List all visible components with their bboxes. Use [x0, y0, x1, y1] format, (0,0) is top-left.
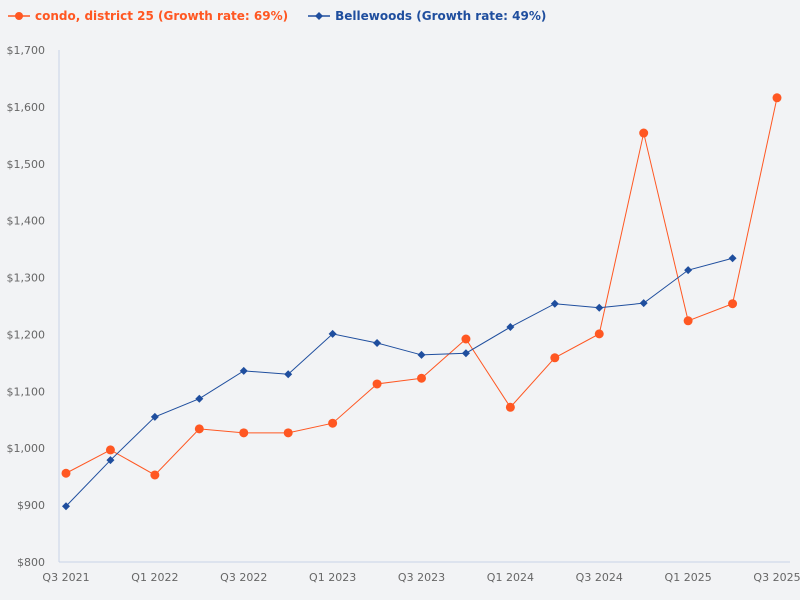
data-point: [417, 350, 426, 359]
data-point: [505, 402, 515, 412]
y-tick-label: $1,300: [7, 272, 46, 285]
legend-item-bellewoods[interactable]: Bellewoods (Growth rate: 49%): [308, 9, 546, 23]
data-point: [639, 128, 649, 138]
data-point: [283, 428, 293, 438]
data-point: [106, 456, 115, 465]
x-tick-label: Q3 2024: [576, 571, 623, 584]
x-tick-label: Q3 2023: [398, 571, 445, 584]
y-tick-label: $1,100: [7, 385, 46, 398]
y-tick-label: $800: [17, 556, 45, 569]
data-point: [194, 424, 204, 434]
data-point: [150, 470, 160, 480]
y-tick-label: $1,700: [7, 44, 46, 57]
x-tick-label: Q1 2024: [487, 571, 534, 584]
data-point: [728, 254, 737, 263]
y-tick-label: $1,600: [7, 101, 46, 114]
legend: condo, district 25 (Growth rate: 69%) Be…: [8, 9, 546, 23]
x-tick-label: Q1 2022: [131, 571, 178, 584]
y-tick-label: $1,400: [7, 215, 46, 228]
data-point: [105, 445, 115, 455]
data-point: [284, 370, 293, 379]
data-point: [461, 334, 471, 344]
data-point: [195, 394, 204, 403]
data-point: [150, 412, 159, 421]
data-point: [550, 299, 559, 308]
data-point: [594, 329, 604, 339]
data-point: [328, 329, 337, 338]
data-point: [62, 502, 70, 511]
x-tick-label: Q1 2023: [309, 571, 356, 584]
data-point: [772, 93, 782, 103]
circle-marker-icon: [8, 12, 30, 20]
series-line-0: [65, 97, 778, 476]
legend-item-condo[interactable]: condo, district 25 (Growth rate: 69%): [8, 9, 288, 23]
data-point: [595, 303, 604, 312]
data-point: [728, 299, 738, 309]
data-point: [239, 366, 248, 375]
data-point: [328, 418, 338, 428]
legend-label: condo, district 25 (Growth rate: 69%): [35, 9, 289, 23]
data-point: [684, 266, 693, 275]
data-point: [683, 316, 693, 326]
diamond-marker-icon: [308, 12, 331, 20]
y-tick-label: $1,500: [7, 158, 46, 171]
y-tick-label: $1,000: [7, 442, 46, 455]
legend-label: Bellewoods (Growth rate: 49%): [335, 9, 547, 23]
y-tick-label: $1,200: [7, 328, 46, 341]
x-tick-label: Q3 2022: [220, 571, 267, 584]
x-tick-label: Q3 2025: [753, 571, 800, 584]
data-point: [239, 428, 249, 438]
data-point: [639, 299, 648, 308]
series-line-1: [65, 257, 733, 507]
x-tick-label: Q3 2021: [42, 571, 89, 584]
x-tick-label: Q1 2025: [665, 571, 712, 584]
data-point: [550, 353, 560, 363]
y-tick-label: $900: [17, 499, 45, 512]
data-point: [372, 379, 382, 389]
data-point: [461, 349, 470, 358]
data-point: [373, 338, 382, 347]
data-point: [417, 373, 426, 383]
data-point: [506, 323, 515, 332]
data-point: [61, 468, 71, 478]
